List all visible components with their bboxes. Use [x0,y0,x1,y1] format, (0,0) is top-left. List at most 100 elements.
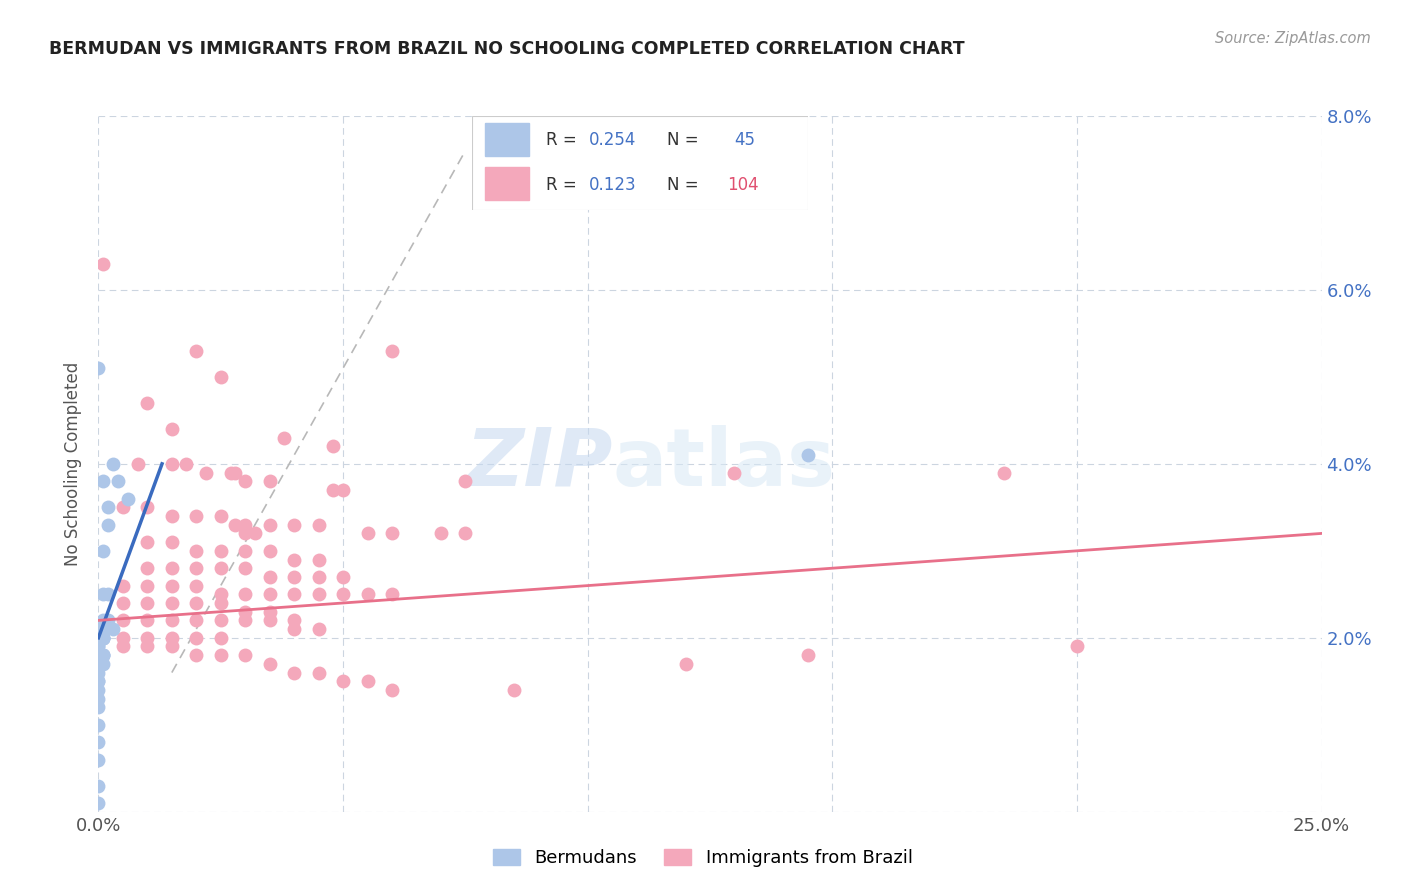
Point [87,657,110,671]
Text: atlas: atlas [612,425,835,503]
Point [87,674,110,689]
Point [797,448,820,462]
Point [91,648,114,662]
Point [224,517,246,532]
Point [160,614,183,628]
Point [186,614,208,628]
Point [259,605,281,619]
Point [136,614,159,628]
Point [87,640,110,654]
Point [111,500,134,515]
Point [87,735,110,749]
Point [186,596,208,610]
Point [87,648,110,662]
Point [209,587,232,601]
Point [322,483,344,497]
Point [283,614,305,628]
Point [111,631,134,645]
Point [136,561,159,575]
Point [209,544,232,558]
Point [209,596,232,610]
Point [176,457,198,471]
Point [91,648,114,662]
Point [233,475,256,489]
Point [209,648,232,662]
Text: ZIP: ZIP [465,425,612,503]
Point [195,466,218,480]
Point [454,475,477,489]
Point [101,622,124,636]
Point [356,526,378,541]
Point [87,631,110,645]
Point [283,570,305,584]
Point [259,657,281,671]
Point [186,579,208,593]
Point [136,579,159,593]
Text: Source: ZipAtlas.com: Source: ZipAtlas.com [1215,31,1371,46]
Point [381,587,404,601]
Point [97,587,120,601]
Point [160,631,183,645]
Point [87,753,110,767]
Point [381,526,404,541]
Point [87,361,110,376]
Point [91,648,114,662]
Point [308,552,330,566]
Point [273,431,295,445]
Point [209,508,232,523]
Point [136,640,159,654]
Point [111,596,134,610]
Point [160,579,183,593]
Point [233,544,256,558]
Point [87,700,110,714]
Point [91,631,114,645]
Point [308,570,330,584]
Point [723,466,745,480]
Point [233,605,256,619]
Point [797,648,820,662]
Point [322,440,344,454]
Point [160,596,183,610]
Point [209,631,232,645]
Point [308,517,330,532]
Point [308,622,330,636]
Point [259,517,281,532]
Point [186,648,208,662]
Point [136,631,159,645]
Point [233,648,256,662]
Point [209,614,232,628]
Point [1066,640,1088,654]
Point [160,422,183,436]
Point [209,369,232,384]
Point [186,544,208,558]
Point [97,517,120,532]
Point [87,717,110,731]
Point [586,153,609,167]
Point [233,526,256,541]
Point [97,614,120,628]
Point [381,683,404,698]
Point [91,587,114,601]
Point [91,614,114,628]
Point [97,500,120,515]
Point [283,622,305,636]
Point [356,587,378,601]
Point [993,466,1015,480]
Point [454,526,477,541]
Point [87,631,110,645]
Point [675,657,697,671]
Point [107,475,129,489]
Point [430,526,453,541]
Point [87,648,110,662]
Point [91,657,114,671]
Point [186,561,208,575]
Point [233,587,256,601]
Point [224,466,246,480]
Point [503,683,526,698]
Point [259,570,281,584]
Point [186,343,208,358]
Point [332,570,354,584]
Point [160,508,183,523]
Point [283,517,305,532]
Point [91,622,114,636]
